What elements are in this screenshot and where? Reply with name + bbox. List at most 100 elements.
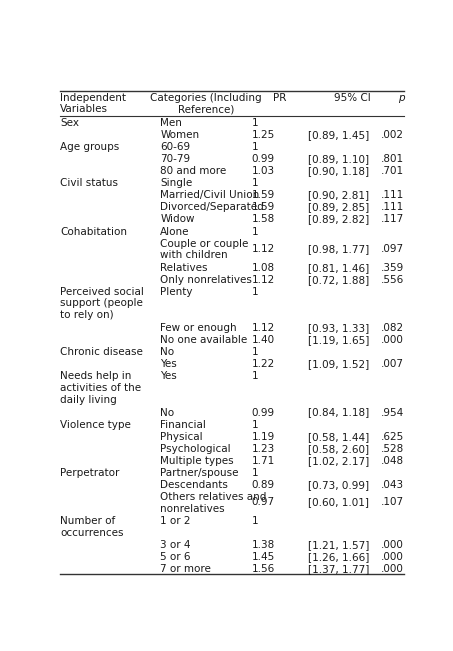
Text: 1.08: 1.08 (251, 263, 275, 273)
Text: Women: Women (160, 130, 199, 140)
Text: [0.81, 1.46]: [0.81, 1.46] (308, 263, 369, 273)
Text: Alone: Alone (160, 227, 190, 236)
Text: 1: 1 (251, 371, 258, 381)
Text: .801: .801 (381, 154, 404, 164)
Text: No one available: No one available (160, 335, 247, 345)
Text: 7 or more: 7 or more (160, 564, 211, 574)
Text: Yes: Yes (160, 359, 177, 369)
Text: Number of
occurrences: Number of occurrences (60, 516, 124, 538)
Text: 1: 1 (251, 287, 258, 297)
Text: Only nonrelatives: Only nonrelatives (160, 275, 252, 284)
Text: 1.40: 1.40 (251, 335, 275, 345)
Text: [1.21, 1.57]: [1.21, 1.57] (308, 540, 369, 550)
Text: .528: .528 (381, 444, 404, 454)
Text: Divorced/Separated: Divorced/Separated (160, 202, 264, 212)
Text: 1: 1 (251, 468, 258, 478)
Text: .111: .111 (381, 190, 404, 201)
Text: Perceived social
support (people
to rely on): Perceived social support (people to rely… (60, 287, 144, 320)
Text: 1 or 2: 1 or 2 (160, 516, 191, 526)
Text: .000: .000 (381, 564, 404, 574)
Text: Physical: Physical (160, 432, 203, 441)
Text: 1.03: 1.03 (251, 166, 275, 176)
Text: [0.90, 1.18]: [0.90, 1.18] (308, 166, 369, 176)
Text: .107: .107 (381, 497, 404, 507)
Text: Perpetrator: Perpetrator (60, 468, 120, 478)
Text: PR: PR (273, 92, 286, 103)
Text: Relatives: Relatives (160, 263, 207, 273)
Text: [0.93, 1.33]: [0.93, 1.33] (308, 323, 369, 333)
Text: 1.19: 1.19 (251, 432, 275, 441)
Text: [0.58, 2.60]: [0.58, 2.60] (308, 444, 369, 454)
Text: Plenty: Plenty (160, 287, 193, 297)
Text: 1.23: 1.23 (251, 444, 275, 454)
Text: Multiple types: Multiple types (160, 456, 234, 465)
Text: .048: .048 (381, 456, 404, 465)
Text: [1.19, 1.65]: [1.19, 1.65] (308, 335, 369, 345)
Text: 3 or 4: 3 or 4 (160, 540, 191, 550)
Text: [0.89, 1.45]: [0.89, 1.45] (308, 130, 369, 140)
Text: 1.22: 1.22 (251, 359, 275, 369)
Text: 0.99: 0.99 (251, 154, 275, 164)
Text: .117: .117 (381, 214, 404, 225)
Text: No: No (160, 347, 174, 357)
Text: [1.09, 1.52]: [1.09, 1.52] (308, 359, 369, 369)
Text: 1: 1 (251, 118, 258, 128)
Text: 1.56: 1.56 (251, 564, 275, 574)
Text: .954: .954 (381, 408, 404, 417)
Text: Men: Men (160, 118, 182, 128)
Text: [0.58, 1.44]: [0.58, 1.44] (308, 432, 369, 441)
Text: .000: .000 (381, 540, 404, 550)
Text: Widow: Widow (160, 214, 195, 225)
Text: Independent
Variables: Independent Variables (60, 92, 126, 115)
Text: [1.26, 1.66]: [1.26, 1.66] (308, 552, 369, 562)
Text: .097: .097 (381, 243, 404, 254)
Text: 0.99: 0.99 (251, 408, 275, 417)
Text: .359: .359 (381, 263, 404, 273)
Text: .556: .556 (381, 275, 404, 284)
Text: 1.12: 1.12 (251, 323, 275, 333)
Text: 80 and more: 80 and more (160, 166, 226, 176)
Text: [0.89, 2.85]: [0.89, 2.85] (308, 202, 369, 212)
Text: Psychological: Psychological (160, 444, 231, 454)
Text: Chronic disease: Chronic disease (60, 347, 143, 357)
Text: [1.37, 1.77]: [1.37, 1.77] (308, 564, 369, 574)
Text: 60-69: 60-69 (160, 142, 190, 152)
Text: No: No (160, 408, 174, 417)
Text: Couple or couple
with children: Couple or couple with children (160, 239, 249, 260)
Text: Few or enough: Few or enough (160, 323, 237, 333)
Text: p: p (398, 92, 404, 103)
Text: Violence type: Violence type (60, 419, 131, 430)
Text: 95% CI: 95% CI (334, 92, 371, 103)
Text: 1: 1 (251, 419, 258, 430)
Text: 1.58: 1.58 (251, 214, 275, 225)
Text: [0.89, 2.82]: [0.89, 2.82] (308, 214, 369, 225)
Text: 5 or 6: 5 or 6 (160, 552, 191, 562)
Text: [1.02, 2.17]: [1.02, 2.17] (308, 456, 369, 465)
Text: Sex: Sex (60, 118, 79, 128)
Text: Needs help in
activities of the
daily living: Needs help in activities of the daily li… (60, 371, 141, 404)
Text: [0.84, 1.18]: [0.84, 1.18] (308, 408, 369, 417)
Text: 1.12: 1.12 (251, 275, 275, 284)
Text: 0.97: 0.97 (251, 497, 275, 507)
Text: 1.25: 1.25 (251, 130, 275, 140)
Text: Civil status: Civil status (60, 178, 118, 188)
Text: Descendants: Descendants (160, 480, 228, 490)
Text: .111: .111 (381, 202, 404, 212)
Text: .701: .701 (381, 166, 404, 176)
Text: .082: .082 (381, 323, 404, 333)
Text: Categories (Including
Reference): Categories (Including Reference) (150, 92, 262, 115)
Text: [0.89, 1.10]: [0.89, 1.10] (308, 154, 369, 164)
Text: Others relatives and
nonrelatives: Others relatives and nonrelatives (160, 492, 266, 514)
Text: 1.59: 1.59 (251, 202, 275, 212)
Text: 1: 1 (251, 516, 258, 526)
Text: [0.98, 1.77]: [0.98, 1.77] (308, 243, 369, 254)
Text: [0.73, 0.99]: [0.73, 0.99] (308, 480, 369, 490)
Text: .043: .043 (381, 480, 404, 490)
Text: 70-79: 70-79 (160, 154, 190, 164)
Text: 1.45: 1.45 (251, 552, 275, 562)
Text: 0.89: 0.89 (251, 480, 275, 490)
Text: 1.12: 1.12 (251, 243, 275, 254)
Text: .625: .625 (381, 432, 404, 441)
Text: [0.72, 1.88]: [0.72, 1.88] (308, 275, 369, 284)
Text: 1: 1 (251, 178, 258, 188)
